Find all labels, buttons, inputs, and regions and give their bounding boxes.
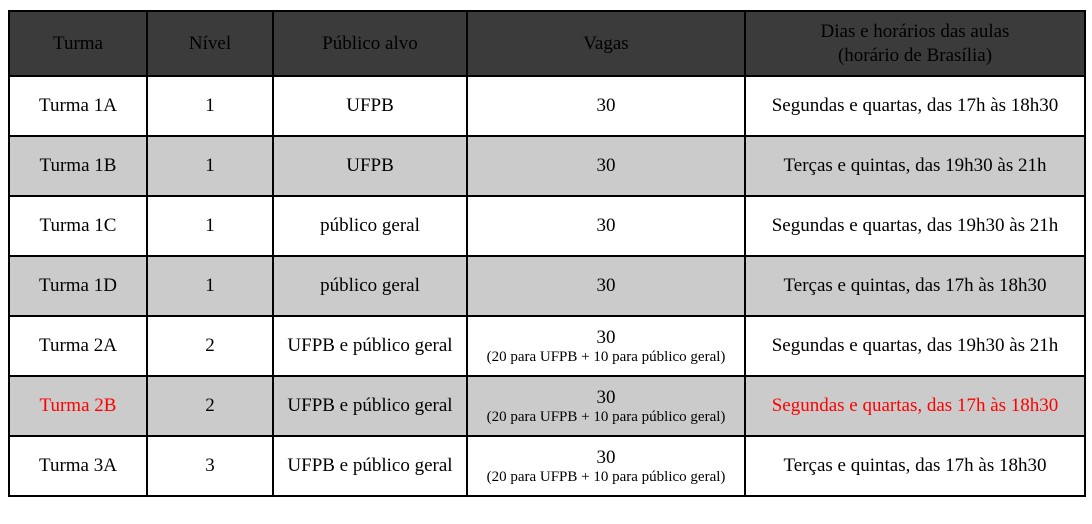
table-header-row: Turma Nível Público alvo Vagas Dias e ho… [8, 10, 1086, 77]
cell-nivel: 1 [146, 195, 274, 257]
vagas-count: 30 [596, 386, 616, 408]
cell-horario: Segundas e quartas, das 19h30 às 21h [744, 195, 1086, 257]
cell-horario: Segundas e quartas, das 19h30 às 21h [744, 315, 1086, 377]
class-schedule-table: Turma Nível Público alvo Vagas Dias e ho… [8, 10, 1086, 497]
cell-turma: Turma 1A [8, 75, 148, 137]
col-header-dias-line2: (horário de Brasília) [837, 44, 993, 66]
vagas-count: 30 [596, 215, 616, 237]
cell-nivel: 1 [146, 135, 274, 197]
cell-nivel: 1 [146, 75, 274, 137]
vagas-count: 30 [596, 326, 616, 348]
cell-horario: Terças e quintas, das 17h às 18h30 [744, 255, 1086, 317]
cell-vagas: 30 [466, 135, 746, 197]
col-header-dias-line1: Dias e horários das aulas [820, 20, 1010, 42]
cell-publico-alvo: UFPB [272, 75, 468, 137]
vagas-count: 30 [596, 155, 616, 177]
table-row-turma-1c: Turma 1C 1 público geral 30 Segundas e q… [8, 195, 1086, 257]
col-header-nivel: Nível [146, 10, 274, 77]
cell-vagas: 30 (20 para UFPB + 10 para público geral… [466, 315, 746, 377]
cell-horario: Segundas e quartas, das 17h às 18h30 [744, 75, 1086, 137]
col-header-publico-alvo: Público alvo [272, 10, 468, 77]
vagas-note: (20 para UFPB + 10 para público geral) [486, 349, 726, 366]
cell-turma: Turma 1C [8, 195, 148, 257]
cell-nivel: 2 [146, 375, 274, 437]
cell-publico-alvo: UFPB e público geral [272, 375, 468, 437]
cell-publico-alvo: UFPB e público geral [272, 435, 468, 497]
table-row-turma-1d: Turma 1D 1 público geral 30 Terças e qui… [8, 255, 1086, 317]
cell-horario: Terças e quintas, das 19h30 às 21h [744, 135, 1086, 197]
col-header-dias-horarios: Dias e horários das aulas (horário de Br… [744, 10, 1086, 77]
table-row-turma-1b: Turma 1B 1 UFPB 30 Terças e quintas, das… [8, 135, 1086, 197]
cell-publico-alvo: UFPB e público geral [272, 315, 468, 377]
cell-horario: Terças e quintas, das 17h às 18h30 [744, 435, 1086, 497]
vagas-count: 30 [596, 446, 616, 468]
cell-vagas: 30 (20 para UFPB + 10 para público geral… [466, 375, 746, 437]
cell-turma: Turma 1D [8, 255, 148, 317]
table-row-turma-1a: Turma 1A 1 UFPB 30 Segundas e quartas, d… [8, 75, 1086, 137]
cell-turma-highlighted: Turma 2B [8, 375, 148, 437]
table-row-turma-3a: Turma 3A 3 UFPB e público geral 30 (20 p… [8, 435, 1086, 497]
cell-publico-alvo: público geral [272, 255, 468, 317]
table-row-turma-2a: Turma 2A 2 UFPB e público geral 30 (20 p… [8, 315, 1086, 377]
cell-nivel: 1 [146, 255, 274, 317]
vagas-note: (20 para UFPB + 10 para público geral) [486, 469, 726, 486]
vagas-note: (20 para UFPB + 10 para público geral) [486, 409, 726, 426]
cell-horario-highlighted: Segundas e quartas, das 17h às 18h30 [744, 375, 1086, 437]
vagas-count: 30 [596, 95, 616, 117]
cell-vagas: 30 [466, 255, 746, 317]
table-row-turma-2b: Turma 2B 2 UFPB e público geral 30 (20 p… [8, 375, 1086, 437]
cell-turma: Turma 3A [8, 435, 148, 497]
vagas-count: 30 [596, 275, 616, 297]
cell-vagas: 30 [466, 195, 746, 257]
cell-vagas: 30 (20 para UFPB + 10 para público geral… [466, 435, 746, 497]
cell-publico-alvo: público geral [272, 195, 468, 257]
cell-nivel: 2 [146, 315, 274, 377]
cell-publico-alvo: UFPB [272, 135, 468, 197]
col-header-turma: Turma [8, 10, 148, 77]
cell-turma: Turma 1B [8, 135, 148, 197]
col-header-vagas: Vagas [466, 10, 746, 77]
cell-vagas: 30 [466, 75, 746, 137]
cell-nivel: 3 [146, 435, 274, 497]
cell-turma: Turma 2A [8, 315, 148, 377]
